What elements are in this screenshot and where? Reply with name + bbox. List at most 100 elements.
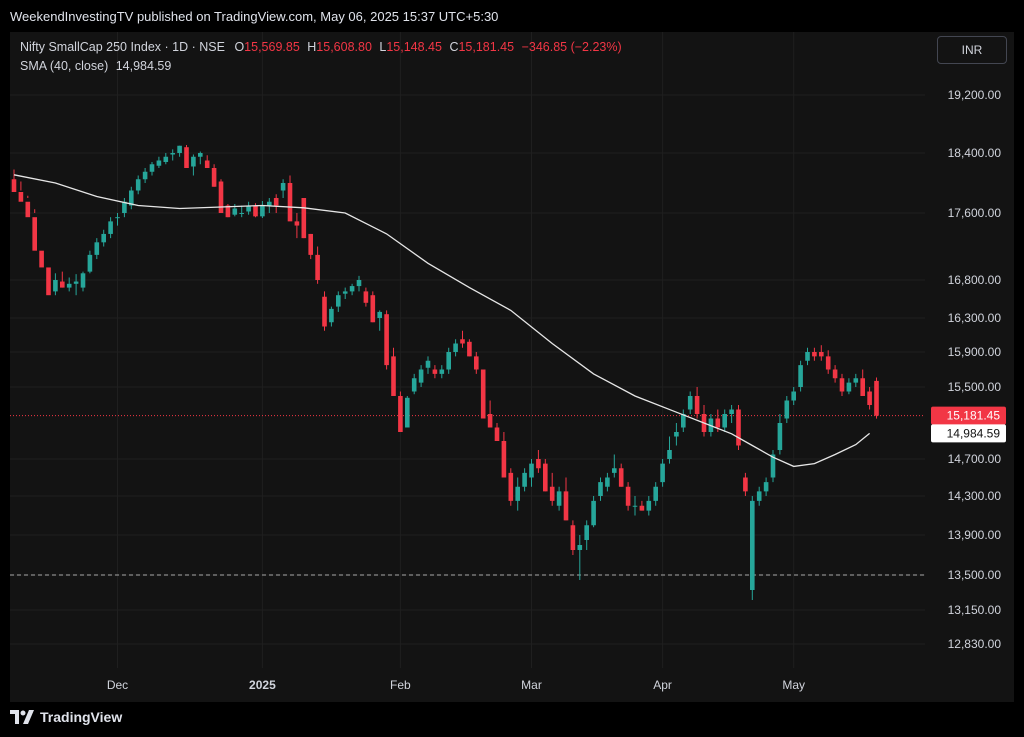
candle-body bbox=[501, 441, 507, 478]
sma-value-badge bbox=[931, 424, 1006, 443]
candle-body bbox=[246, 205, 251, 212]
candle-body bbox=[425, 360, 431, 368]
candle-body bbox=[87, 254, 93, 272]
candle-body bbox=[418, 369, 424, 383]
y-tick-label: 14,300.00 bbox=[948, 489, 1002, 503]
candle-body bbox=[225, 205, 231, 218]
candle-body bbox=[218, 181, 224, 213]
candle-body bbox=[370, 295, 376, 323]
candle-body bbox=[149, 164, 155, 172]
candle-body bbox=[839, 378, 845, 392]
candle-body bbox=[681, 414, 686, 428]
candle-body bbox=[122, 201, 127, 213]
candle-body bbox=[135, 179, 141, 191]
candlestick-chart[interactable]: 19,200.00 18,400.00 17,600.00 16,800.00 16,3… bbox=[0, 0, 1024, 702]
y-tick-label: 16,800.00 bbox=[948, 273, 1002, 287]
candle-body bbox=[474, 356, 479, 370]
sma-legend: SMA (40, close) 14,984.59 bbox=[20, 59, 171, 73]
y-tick-label: 13,150.00 bbox=[948, 603, 1002, 617]
candle-body bbox=[432, 369, 438, 374]
high-value: 15,608.80 bbox=[316, 40, 372, 54]
low-value: 15,148.45 bbox=[386, 40, 442, 54]
candle-body bbox=[777, 423, 783, 450]
candle-body bbox=[667, 450, 672, 459]
candle-body bbox=[736, 409, 741, 446]
candle-body bbox=[632, 505, 638, 507]
candle-body bbox=[46, 267, 51, 296]
sma-line bbox=[13, 174, 871, 468]
y-tick-label: 15,500.00 bbox=[948, 380, 1002, 394]
candle-body bbox=[784, 400, 790, 419]
candle-body bbox=[170, 153, 175, 155]
candle-body bbox=[715, 418, 721, 428]
candle-body bbox=[73, 281, 79, 284]
candle-body bbox=[232, 208, 238, 215]
candle-body bbox=[53, 280, 58, 292]
candle-body bbox=[322, 296, 327, 327]
candle-body bbox=[729, 409, 734, 414]
chart-panel[interactable] bbox=[10, 32, 1014, 702]
candle-body bbox=[508, 472, 514, 501]
candle-body bbox=[204, 160, 210, 168]
candle-body bbox=[467, 341, 472, 357]
candle-body bbox=[660, 463, 665, 483]
candle-body bbox=[191, 156, 196, 167]
close-value: 15,181.45 bbox=[458, 40, 515, 54]
y-tick-label: 15,900.00 bbox=[948, 345, 1002, 359]
y-tick-label: 16,300.00 bbox=[948, 311, 1002, 325]
candle-body bbox=[294, 221, 300, 226]
candle-body bbox=[812, 352, 817, 357]
candle-body bbox=[770, 454, 776, 478]
candle-body bbox=[591, 500, 596, 526]
x-tick-label: Mar bbox=[521, 678, 542, 692]
candle-body bbox=[674, 432, 679, 437]
currency-button[interactable]: INR bbox=[937, 36, 1007, 64]
candle-body bbox=[163, 156, 169, 162]
candle-body bbox=[398, 396, 403, 432]
y-tick-label: 19,200.00 bbox=[948, 88, 1002, 102]
candle-body bbox=[494, 427, 500, 441]
candle-body bbox=[819, 352, 824, 357]
candle-body bbox=[743, 477, 748, 492]
candle-body bbox=[273, 198, 279, 206]
candle-body bbox=[301, 198, 307, 239]
close-label: C bbox=[449, 40, 459, 54]
low-label: L bbox=[379, 40, 387, 54]
candle-body bbox=[356, 280, 362, 287]
candle-body bbox=[18, 192, 24, 202]
candle-body bbox=[612, 468, 617, 473]
candle-body bbox=[874, 380, 879, 416]
x-tick-label: 2025 bbox=[249, 678, 276, 692]
candle-body bbox=[646, 500, 652, 511]
candle-body bbox=[570, 525, 576, 550]
x-tick-label: Apr bbox=[653, 678, 672, 692]
candle-body bbox=[287, 183, 293, 222]
candle-body bbox=[722, 414, 727, 428]
candle-body bbox=[805, 352, 810, 361]
candle-body bbox=[363, 291, 369, 303]
candle-body bbox=[405, 397, 410, 428]
ohlc-legend: Nifty SmallCap 250 Index · 1D · NSE O 15,… bbox=[20, 40, 622, 54]
sma-label: SMA (40, close) bbox=[20, 59, 109, 73]
candle-body bbox=[625, 486, 631, 506]
symbol-title: Nifty SmallCap 250 Index · 1D · NSE bbox=[20, 40, 225, 54]
candle-body bbox=[618, 468, 624, 487]
candle-body bbox=[446, 352, 451, 370]
candle-body bbox=[329, 308, 334, 323]
y-tick-label: 12,830.00 bbox=[948, 637, 1002, 651]
tradingview-brand: TradingView bbox=[40, 709, 123, 725]
candle-body bbox=[198, 153, 203, 157]
last-price-label: 15,181.45 bbox=[947, 409, 1001, 423]
y-tick-label: 18,400.00 bbox=[948, 146, 1002, 160]
footer bbox=[0, 702, 1024, 737]
candle-body bbox=[391, 356, 396, 396]
candle-body bbox=[867, 391, 872, 405]
candle-body bbox=[80, 273, 86, 288]
tradingview-logo[interactable]: TradingView bbox=[10, 709, 122, 725]
open-label: O bbox=[234, 40, 245, 54]
publish-text: WeekendInvestingTV published on TradingV… bbox=[10, 9, 499, 24]
candle-body bbox=[267, 201, 272, 206]
candle-body bbox=[94, 242, 100, 255]
candle-body bbox=[487, 414, 493, 428]
x-tick-label: Dec bbox=[107, 678, 128, 692]
